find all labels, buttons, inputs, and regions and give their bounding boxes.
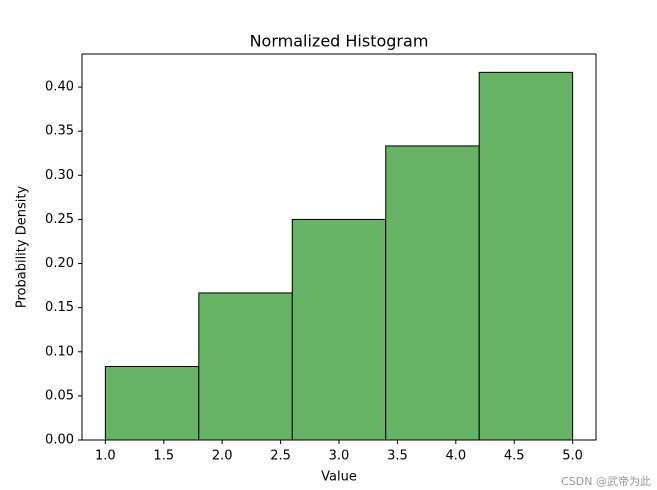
y-tick-label: 0.20	[45, 256, 74, 271]
x-tick-label: 5.0	[562, 449, 583, 464]
x-tick-label: 1.5	[153, 449, 174, 464]
x-tick-label: 2.5	[270, 449, 291, 464]
x-tick-label: 1.0	[95, 449, 116, 464]
y-axis-label: Probability Density	[15, 186, 30, 309]
x-tick-label: 3.0	[329, 449, 350, 464]
watermark: CSDN @武帝为此	[561, 474, 651, 488]
y-tick-label: 0.00	[45, 433, 74, 448]
bar	[104, 366, 200, 441]
x-tick-label: 4.5	[504, 449, 525, 464]
bar	[291, 218, 387, 441]
y-tick-label: 0.30	[45, 168, 74, 183]
y-tick-label: 0.40	[45, 80, 74, 95]
y-tick-label: 0.35	[45, 124, 74, 139]
bar	[198, 292, 293, 441]
bar	[478, 71, 574, 441]
x-tick-label: 3.5	[387, 449, 408, 464]
y-tick-label: 0.10	[45, 344, 74, 359]
plot-frame	[81, 53, 597, 441]
chart-title: Normalized Histogram	[250, 32, 429, 51]
y-tick-label: 0.05	[45, 388, 74, 403]
y-tick-label: 0.25	[45, 212, 74, 227]
x-axis-label: Value	[321, 470, 357, 485]
y-tick-label: 0.15	[45, 300, 74, 315]
bar	[385, 145, 480, 441]
x-tick-label: 2.0	[212, 449, 233, 464]
x-tick-label: 4.0	[445, 449, 466, 464]
